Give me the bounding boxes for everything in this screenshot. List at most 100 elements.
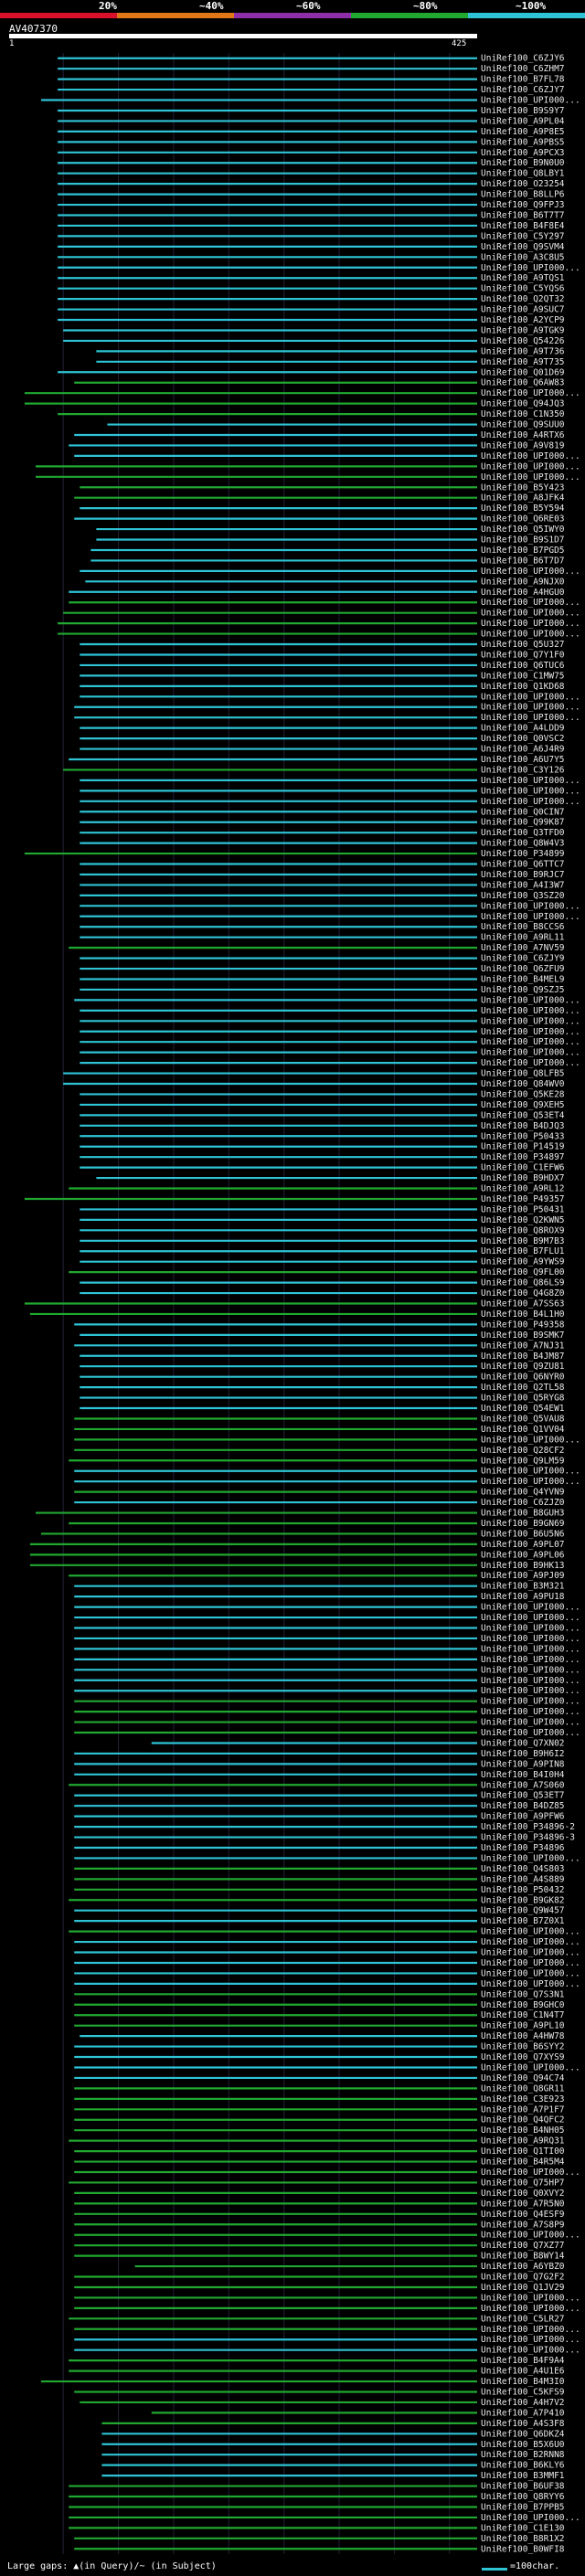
hit-label[interactable]: UniRef100_UPI000... [481,461,580,472]
hit-label[interactable]: UniRef100_Q8W4V3 [481,839,565,849]
hit-label[interactable]: UniRef100_B4L1H0 [481,1309,565,1320]
hit-label[interactable]: UniRef100_Q8ROX9 [481,1225,565,1235]
hit-label[interactable]: UniRef100_Q0VSC2 [481,734,565,744]
hit-label[interactable]: UniRef100_Q2QT32 [481,294,565,304]
hit-label[interactable]: UniRef100_A4S889 [481,1874,565,1884]
hit-label[interactable]: UniRef100_UPI000... [481,1718,580,1728]
hit-label[interactable]: UniRef100_Q8LBY1 [481,169,565,179]
hit-label[interactable]: UniRef100_B6SYY2 [481,2042,565,2052]
hit-label[interactable]: UniRef100_B4DJQ3 [481,1121,565,1131]
hit-label[interactable]: UniRef100_A7SS63 [481,1299,565,1309]
hit-label[interactable]: UniRef100_A9PL07 [481,1540,565,1550]
hit-label[interactable]: UniRef100_B3MMF1 [481,2471,565,2481]
hit-label[interactable]: UniRef100_A7NV59 [481,943,565,953]
hit-label[interactable]: UniRef100_Q6TTC7 [481,860,565,870]
hit-label[interactable]: UniRef100_A9PIN8 [481,1759,565,1769]
hit-label[interactable]: UniRef100_UPI000... [481,1613,580,1623]
hit-label[interactable]: UniRef100_B6KLY6 [481,2461,565,2471]
hit-label[interactable]: UniRef100_A4S3F8 [481,2419,565,2429]
hit-label[interactable]: UniRef100_UPI000... [481,703,580,713]
hit-label[interactable]: UniRef100_C1EFW6 [481,1163,565,1173]
hit-label[interactable]: UniRef100_Q5IWY0 [481,525,565,535]
hit-label[interactable]: UniRef100_A9PL10 [481,2021,565,2031]
hit-label[interactable]: UniRef100_A7R5N0 [481,2199,565,2209]
hit-label[interactable]: UniRef100_B9H6I2 [481,1749,565,1759]
hit-label[interactable]: UniRef100_B9S9Y7 [481,106,565,116]
hit-label[interactable]: UniRef100_B9GN69 [481,1519,565,1529]
hit-label[interactable]: UniRef100_Q8RYY6 [481,2492,565,2502]
hit-label[interactable]: UniRef100_A3C8U5 [481,252,565,262]
hit-label[interactable]: UniRef100_B2RNN8 [481,2450,565,2460]
hit-label[interactable]: UniRef100_A7P1F7 [481,2104,565,2115]
hit-label[interactable]: UniRef100_B4I0H4 [481,1770,565,1780]
hit-label[interactable]: UniRef100_Q1JV29 [481,2283,565,2293]
hit-label[interactable]: UniRef100_A9PJ09 [481,1571,565,1581]
hit-label[interactable]: UniRef100_P49358 [481,1320,565,1330]
hit-label[interactable]: UniRef100_P50433 [481,1131,565,1141]
hit-label[interactable]: UniRef100_UPI000... [481,1665,580,1675]
hit-label[interactable]: UniRef100_A2YCP9 [481,315,565,325]
hit-label[interactable]: UniRef100_B4JM87 [481,1352,565,1362]
hit-label[interactable]: UniRef100_P14519 [481,1142,565,1152]
hit-label[interactable]: UniRef100_Q99K87 [481,818,565,828]
hit-label[interactable]: UniRef100_B9GK82 [481,1895,565,1905]
hit-label[interactable]: UniRef100_A9YWS9 [481,1257,565,1267]
hit-label[interactable]: UniRef100_B7Z0X1 [481,1916,565,1926]
hit-label[interactable]: UniRef100_A9RQ31 [481,2136,565,2147]
hit-label[interactable]: UniRef100_C6ZHM7 [481,64,565,74]
hit-label[interactable]: UniRef100_B0WFI8 [481,2544,565,2554]
hit-label[interactable]: UniRef100_B9M7B3 [481,1236,565,1246]
hit-label[interactable]: UniRef100_UPI000... [481,598,580,608]
hit-label[interactable]: UniRef100_UPI000... [481,263,580,273]
hit-label[interactable]: UniRef100_P50432 [481,1885,565,1895]
hit-label[interactable]: UniRef100_Q6AW83 [481,378,565,388]
hit-label[interactable]: UniRef100_UPI000... [481,1027,580,1037]
hit-label[interactable]: UniRef100_A9PU18 [481,1592,565,1602]
hit-label[interactable]: UniRef100_A9T736 [481,346,565,356]
hit-label[interactable]: UniRef100_UPI000... [481,2231,580,2241]
hit-label[interactable]: UniRef100_Q6RE03 [481,514,565,525]
hit-label[interactable]: UniRef100_B6T7D7 [481,556,565,566]
hit-label[interactable]: UniRef100_UPI000... [481,1707,580,1717]
hit-label[interactable]: UniRef100_Q7XYS9 [481,2052,565,2062]
hit-label[interactable]: UniRef100_Q7XZ77 [481,2241,565,2251]
hit-label[interactable]: UniRef100_A4HW78 [481,2031,565,2041]
hit-label[interactable]: UniRef100_Q9ZU81 [481,1362,565,1372]
hit-label[interactable]: UniRef100_UPI000... [481,1477,580,1487]
hit-label[interactable]: UniRef100_UPI000... [481,776,580,786]
hit-label[interactable]: UniRef100_B5Y423 [481,482,565,493]
hit-label[interactable]: UniRef100_A4LDD9 [481,724,565,734]
hit-label[interactable]: UniRef100_A9TGK9 [481,325,565,335]
hit-label[interactable]: UniRef100_B4R5M4 [481,2157,565,2168]
hit-label[interactable]: UniRef100_UPI000... [481,1655,580,1665]
hit-label[interactable]: UniRef100_B6UF38 [481,2482,565,2492]
hit-label[interactable]: UniRef100_C5KFS9 [481,2387,565,2397]
hit-label[interactable]: UniRef100_UPI000... [481,1937,580,1947]
hit-label[interactable]: UniRef100_Q4G8Z0 [481,1288,565,1299]
hit-label[interactable]: UniRef100_Q4YVN9 [481,1488,565,1498]
hit-label[interactable]: UniRef100_B4NH05 [481,2125,565,2136]
hit-label[interactable]: UniRef100_C1MW75 [481,671,565,681]
hit-label[interactable]: UniRef100_A9SUC7 [481,305,565,315]
hit-label[interactable]: UniRef100_UPI000... [481,912,580,922]
hit-label[interactable]: UniRef100_A7P410 [481,2408,565,2418]
hit-label[interactable]: UniRef100_B9HDX7 [481,1173,565,1183]
hit-label[interactable]: UniRef100_UPI000... [481,630,580,640]
hit-label[interactable]: UniRef100_UPI000... [481,1697,580,1707]
hit-label[interactable]: UniRef100_B8CCS6 [481,922,565,932]
hit-label[interactable]: UniRef100_Q01D69 [481,367,565,377]
hit-label[interactable]: UniRef100_Q9LM59 [481,1456,565,1466]
hit-label[interactable]: UniRef100_A9V819 [481,440,565,451]
hit-label[interactable]: UniRef100_UPI000... [481,1006,580,1016]
hit-label[interactable]: UniRef100_C5YQS6 [481,284,565,294]
hit-label[interactable]: UniRef100_Q3SZ20 [481,891,565,901]
hit-label[interactable]: UniRef100_Q7XN02 [481,1738,565,1748]
hit-label[interactable]: UniRef100_UPI000... [481,619,580,629]
hit-label[interactable]: UniRef100_Q84WV0 [481,1079,565,1089]
hit-label[interactable]: UniRef100_Q53ET7 [481,1791,565,1801]
hit-label[interactable]: UniRef100_UPI000... [481,995,580,1005]
hit-label[interactable]: UniRef100_B7PGD5 [481,546,565,556]
hit-label[interactable]: UniRef100_B9HK13 [481,1561,565,1571]
hit-label[interactable]: UniRef100_P49357 [481,1194,565,1204]
hit-label[interactable]: UniRef100_UPI000... [481,1979,580,1989]
